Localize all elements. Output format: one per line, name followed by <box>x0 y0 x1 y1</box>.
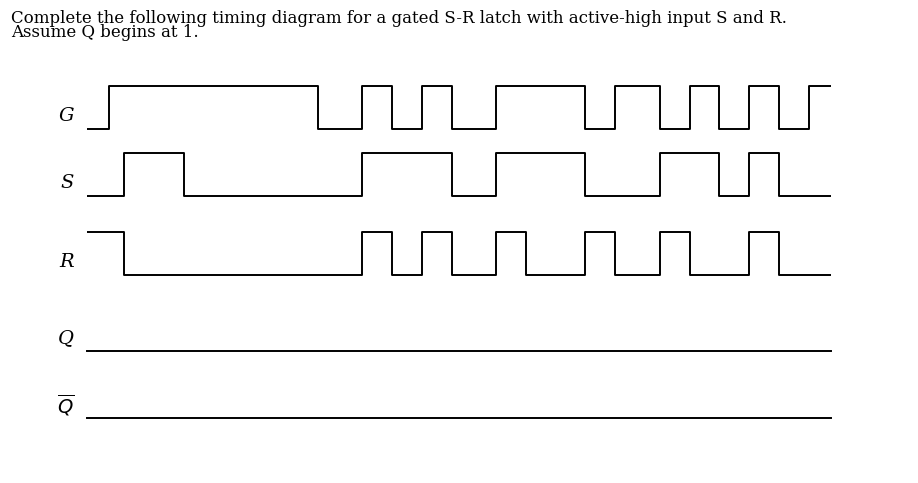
Text: Assume Q begins at 1.: Assume Q begins at 1. <box>11 24 199 41</box>
Text: Complete the following timing diagram for a gated S-R latch with active-high inp: Complete the following timing diagram fo… <box>11 10 787 27</box>
Text: S: S <box>61 174 74 192</box>
Text: Q: Q <box>58 329 74 347</box>
Text: $\overline{Q}$: $\overline{Q}$ <box>57 393 74 418</box>
Text: R: R <box>60 253 74 271</box>
Text: G: G <box>59 107 74 126</box>
